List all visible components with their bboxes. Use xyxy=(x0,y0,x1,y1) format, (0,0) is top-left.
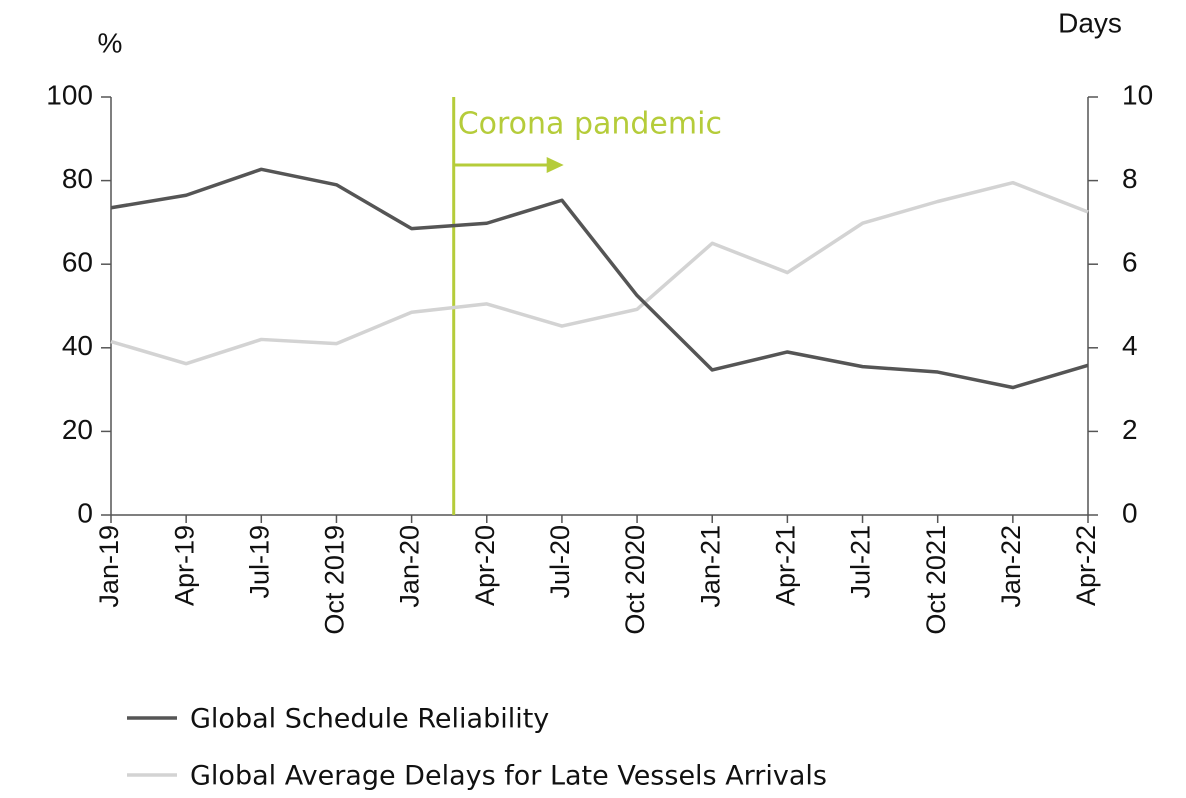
x-tick-label: Jan-22 xyxy=(996,525,1026,608)
x-tick-label: Oct 2020 xyxy=(620,525,650,635)
y-tick-label: 100 xyxy=(46,79,93,110)
y-tick-label: 0 xyxy=(77,497,93,528)
x-tick-label: Jan-20 xyxy=(395,525,425,608)
y2-tick-label: 6 xyxy=(1122,247,1138,278)
y-tick-label: 40 xyxy=(62,330,93,361)
x-tick-label: Oct 2021 xyxy=(921,525,951,635)
y-axis-label: % xyxy=(98,27,123,58)
y2-tick-label: 10 xyxy=(1122,79,1153,110)
x-tick-label: Jul-21 xyxy=(846,525,876,599)
series-line xyxy=(110,180,1089,366)
y-tick-label: 60 xyxy=(62,247,93,278)
x-tick-label: Apr-20 xyxy=(470,525,500,606)
series-line xyxy=(110,167,1089,390)
y2-tick-label: 0 xyxy=(1122,497,1138,528)
x-tick-label: Jan-21 xyxy=(695,525,725,608)
x-tick-label: Apr-21 xyxy=(771,525,801,606)
y-tick-label: 80 xyxy=(62,163,93,194)
x-tick-label: Apr-22 xyxy=(1071,525,1101,606)
x-tick-label: Jan-19 xyxy=(94,525,124,608)
y2-tick-label: 8 xyxy=(1122,163,1138,194)
legend-label: Global Schedule Reliability xyxy=(190,704,549,735)
x-tick-label: Apr-19 xyxy=(169,525,199,606)
x-tick-label: Oct 2019 xyxy=(320,525,350,635)
y-tick-label: 20 xyxy=(62,414,93,445)
y2-tick-label: 4 xyxy=(1122,330,1138,361)
x-tick-label: Jul-19 xyxy=(244,525,274,599)
annotation-arrowhead xyxy=(546,157,564,173)
x-tick-label: Jul-20 xyxy=(545,525,575,599)
y2-axis-label: Days xyxy=(1058,7,1122,38)
legend-label: Global Average Delays for Late Vessels A… xyxy=(190,761,827,792)
y2-tick-label: 2 xyxy=(1122,414,1138,445)
annotation-text: Corona pandemic xyxy=(458,107,722,142)
